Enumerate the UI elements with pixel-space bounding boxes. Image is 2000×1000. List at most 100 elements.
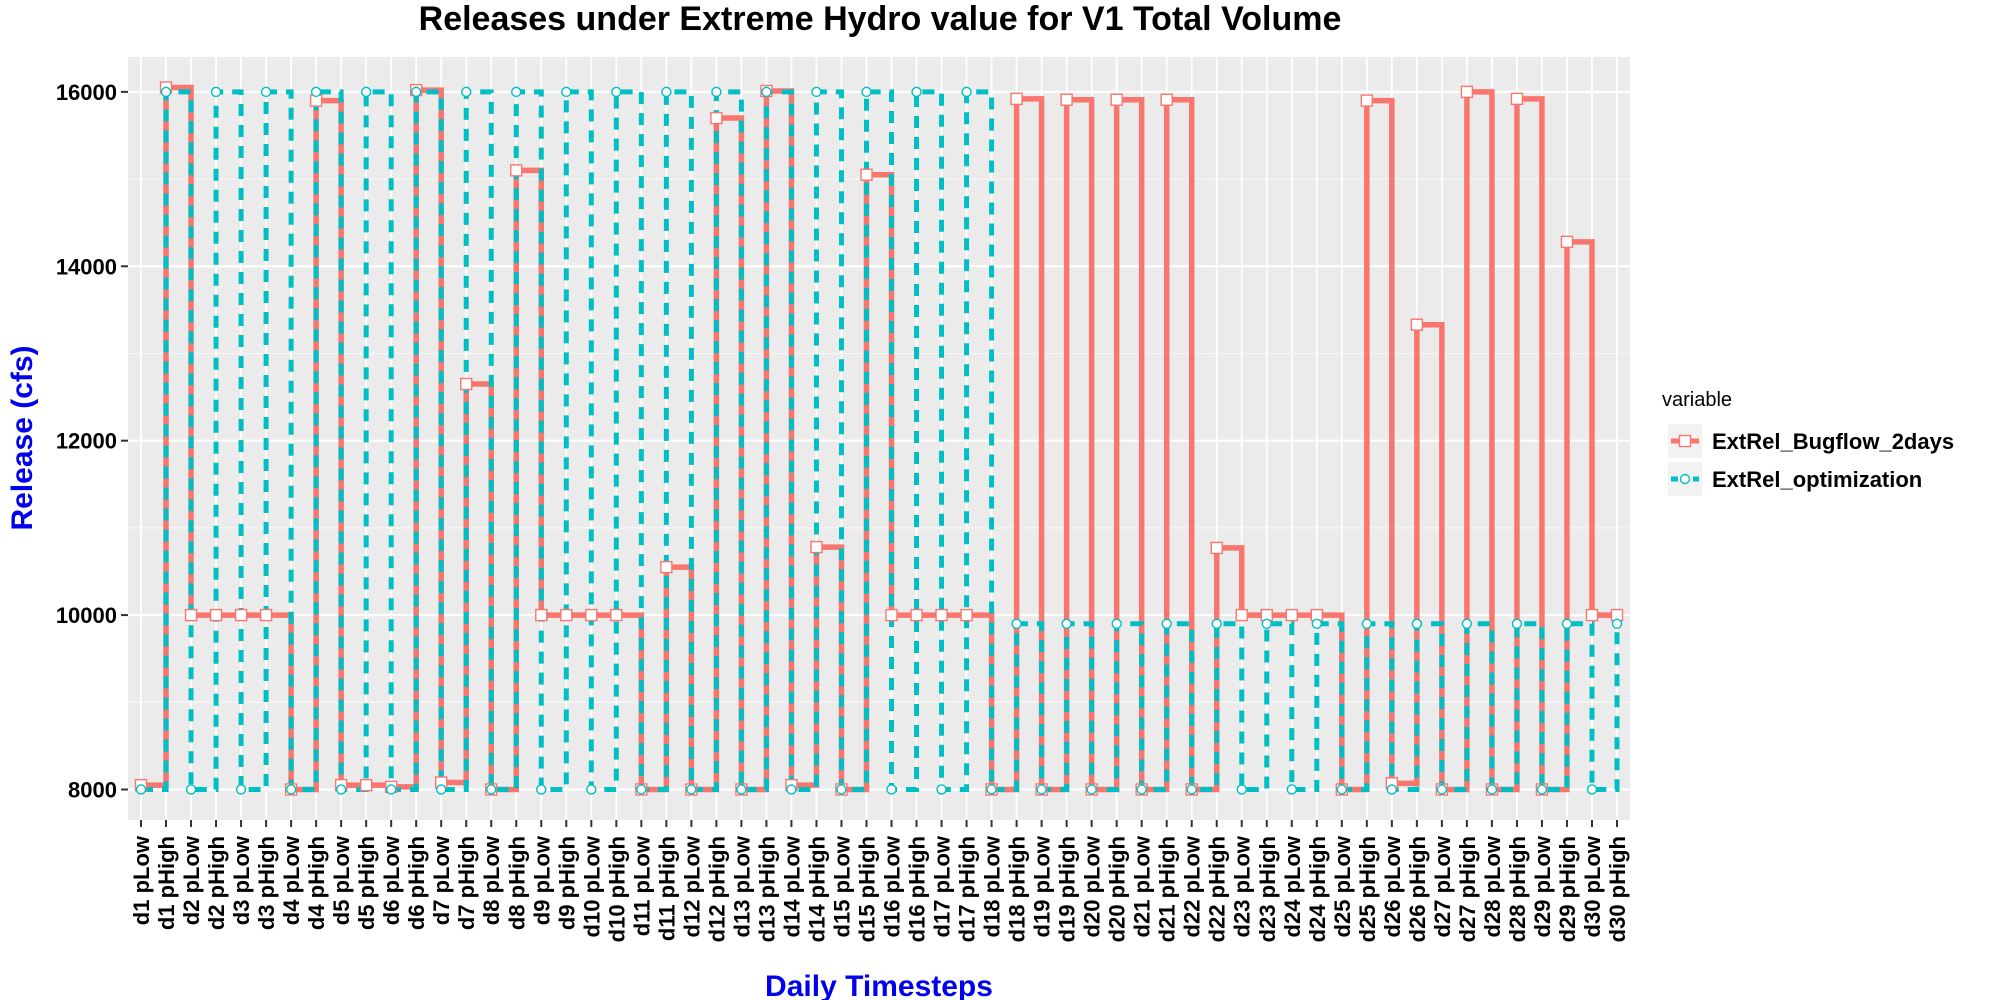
x-tick-label: d8 pLow: [479, 835, 504, 925]
series-1-point: [610, 608, 623, 622]
series-2-point: [1086, 784, 1097, 795]
series-2-point: [1161, 618, 1172, 629]
y-tick-label: 16000: [56, 80, 117, 105]
series-2-point: [360, 86, 372, 98]
series-2-point: [1361, 618, 1373, 629]
series-1-point: [960, 608, 973, 622]
x-tick-label: d19 pLow: [1030, 835, 1055, 937]
series-2-point: [235, 784, 247, 795]
x-tick-label: d18 pLow: [980, 835, 1005, 937]
series-2-point: [586, 784, 597, 795]
series-2-point: [786, 784, 797, 795]
x-tick-label: d30 pHigh: [1605, 836, 1630, 942]
series-1-point: [810, 540, 823, 554]
series-2-point: [661, 86, 672, 98]
series-1-point: [1060, 93, 1073, 106]
x-tick-label: d25 pHigh: [1355, 836, 1380, 942]
y-tick-label: 14000: [56, 254, 117, 279]
series-2-point: [1461, 618, 1473, 629]
x-tick-label: d20 pLow: [1080, 835, 1105, 937]
legend-label-1: ExtRel_Bugflow_2days: [1712, 429, 1954, 454]
series-2-point: [761, 86, 772, 98]
grid-minor: [128, 178, 1630, 703]
x-tick-label: d1 pHigh: [154, 836, 179, 930]
x-tick-label: d22 pHigh: [1205, 836, 1230, 942]
series-layer: [141, 84, 1620, 793]
series-1-point: [1210, 541, 1223, 555]
x-tick-label: d30 pLow: [1580, 835, 1605, 937]
x-tick-label: d29 pLow: [1530, 835, 1555, 937]
series-2-point: [1411, 618, 1423, 629]
plot-panel: [128, 57, 1630, 820]
x-tick-label: d13 pHigh: [754, 836, 779, 942]
series-2-point: [1261, 618, 1272, 629]
series-2-point: [436, 784, 447, 795]
series-1-point: [510, 164, 523, 177]
series-1-point: [1235, 608, 1248, 622]
legend-key-marker: [1678, 434, 1692, 448]
series-2-point: [1436, 784, 1448, 795]
series-1-point: [710, 111, 723, 125]
series-1-point: [460, 377, 473, 391]
x-tick-label: d21 pLow: [1130, 835, 1155, 937]
series-1-point: [1010, 92, 1023, 106]
x-tick-label: d10 pLow: [579, 835, 604, 937]
series-2-point: [1511, 618, 1523, 629]
series-2-point: [335, 784, 347, 795]
series-2-point: [711, 86, 722, 98]
series-2-point: [385, 784, 397, 795]
x-tick-label: d20 pHigh: [1105, 836, 1130, 942]
series-1-point: [1560, 235, 1574, 249]
series-1-point: [660, 560, 673, 574]
series-1-point: [209, 608, 223, 622]
series-2-point: [836, 784, 847, 795]
series-2-point: [1011, 618, 1022, 629]
series-2-point: [410, 86, 422, 98]
x-tick-label: d18 pHigh: [1005, 836, 1030, 942]
series-2-point: [1586, 784, 1598, 795]
series-1-point: [860, 168, 873, 181]
y-axis-label: Release (cfs): [6, 345, 39, 530]
series-2-point: [736, 784, 747, 795]
x-tick-label: d19 pHigh: [1055, 836, 1080, 942]
x-tick-label: d17 pHigh: [955, 836, 980, 942]
series-2-point: [461, 86, 472, 98]
series-2-point: [1561, 618, 1573, 629]
series-1-point: [234, 608, 248, 622]
x-tick-label: d14 pLow: [779, 835, 804, 937]
series-2-point: [210, 86, 222, 98]
series-1-point: [1360, 94, 1374, 107]
series-1-point: [910, 608, 923, 622]
x-tick-label: d12 pHigh: [704, 836, 729, 942]
x-tick-label: d9 pHigh: [554, 836, 579, 930]
y-tick-label: 10000: [56, 603, 117, 628]
series-2-point: [1611, 618, 1623, 629]
series-2-point: [310, 86, 322, 98]
series-2-point: [285, 784, 297, 795]
series-1-point: [1410, 318, 1424, 331]
series-2-point: [1061, 618, 1072, 629]
x-tick-label: d15 pHigh: [854, 836, 879, 942]
series-2-point: [1486, 784, 1498, 795]
series-1-point: [1285, 608, 1298, 622]
series-1-point: [1460, 85, 1474, 99]
series-2-point: [911, 86, 922, 98]
x-tick-label: d23 pLow: [1230, 835, 1255, 937]
series-2-point: [1286, 784, 1297, 795]
x-tick-label: d3 pLow: [229, 835, 254, 925]
x-axis: d1 pLow d1 pHigh d2 pLow d2 pHigh d3 pLow d3 …: [129, 820, 1630, 942]
series-2-point: [611, 86, 622, 98]
legend: variable ExtRel_Bugflow_2days ExtRel_opti…: [1662, 389, 1954, 496]
x-tick-label: d24 pLow: [1280, 835, 1305, 937]
x-tick-label: d7 pHigh: [454, 836, 479, 930]
x-tick-label: d2 pLow: [179, 835, 204, 925]
series-2-point: [1236, 784, 1247, 795]
x-tick-label: d3 pHigh: [254, 836, 279, 930]
series-2-point: [536, 784, 547, 795]
series-1-point: [885, 608, 898, 622]
x-tick-label: d7 pLow: [429, 835, 454, 925]
x-tick-label: d25 pLow: [1330, 835, 1355, 937]
series-2-point: [861, 86, 872, 98]
x-tick-label: d6 pLow: [379, 835, 404, 925]
x-tick-label: d9 pLow: [529, 835, 554, 925]
